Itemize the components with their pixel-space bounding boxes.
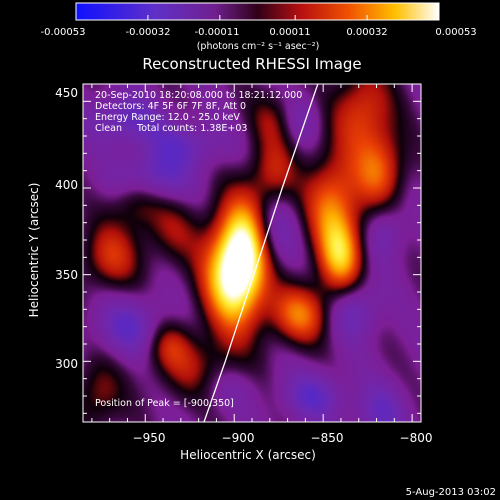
solar-limb-curve — [203, 84, 319, 422]
x-tick-label: −950 — [133, 431, 166, 445]
colorbar-tick-label: -0.00011 — [195, 27, 240, 38]
colorbar-tick-label: -0.00053 — [41, 27, 86, 38]
annotation-clean-counts: Clean Total counts: 1.38E+03 — [95, 123, 247, 134]
colorbar-unit-label: (photons cm⁻² s⁻¹ asec⁻²) — [197, 41, 320, 52]
y-tick-label: 400 — [55, 178, 78, 192]
colorbar-tick-label: 0.00032 — [346, 27, 387, 38]
colorbar-tick-label: 0.00053 — [435, 27, 476, 38]
annotation-time-range: 20-Sep-2010 18:20:08.000 to 18:21:12.000 — [95, 90, 302, 101]
annotation-peak-position: Position of Peak = [-900,350] — [95, 398, 234, 409]
colorbar: -0.00053 -0.00032 -0.00011 0.00011 0.000… — [41, 2, 477, 52]
annotation-energy-range: Energy Range: 12.0 - 25.0 keV — [95, 112, 240, 123]
colorbar-tick-label: 0.00011 — [269, 27, 310, 38]
x-tick-label: −800 — [400, 431, 433, 445]
y-tick-label: 300 — [55, 357, 78, 371]
colorbar-tick-label: -0.00032 — [126, 27, 171, 38]
axis-ticks — [83, 83, 421, 422]
colorbar-gradient — [75, 2, 440, 21]
chart-title: Reconstructed RHESSI Image — [142, 55, 361, 73]
heatmap-image — [83, 84, 421, 422]
y-tick-label: 350 — [55, 268, 78, 282]
x-tick-label: −850 — [311, 431, 344, 445]
footer-date: 5-Aug-2013 03:02 — [406, 487, 496, 498]
annotation-detectors: Detectors: 4F 5F 6F 7F 8F, Att 0 — [95, 101, 246, 112]
y-axis-label: Heliocentric Y (arcsec) — [27, 183, 41, 318]
y-tick-label: 450 — [55, 86, 78, 100]
plot-annotations: 20-Sep-2010 18:20:08.000 to 18:21:12.000… — [95, 90, 302, 409]
x-axis-label: Heliocentric X (arcsec) — [180, 448, 316, 462]
x-tick-label: −900 — [222, 431, 255, 445]
colorbar-ticks — [75, 15, 440, 20]
